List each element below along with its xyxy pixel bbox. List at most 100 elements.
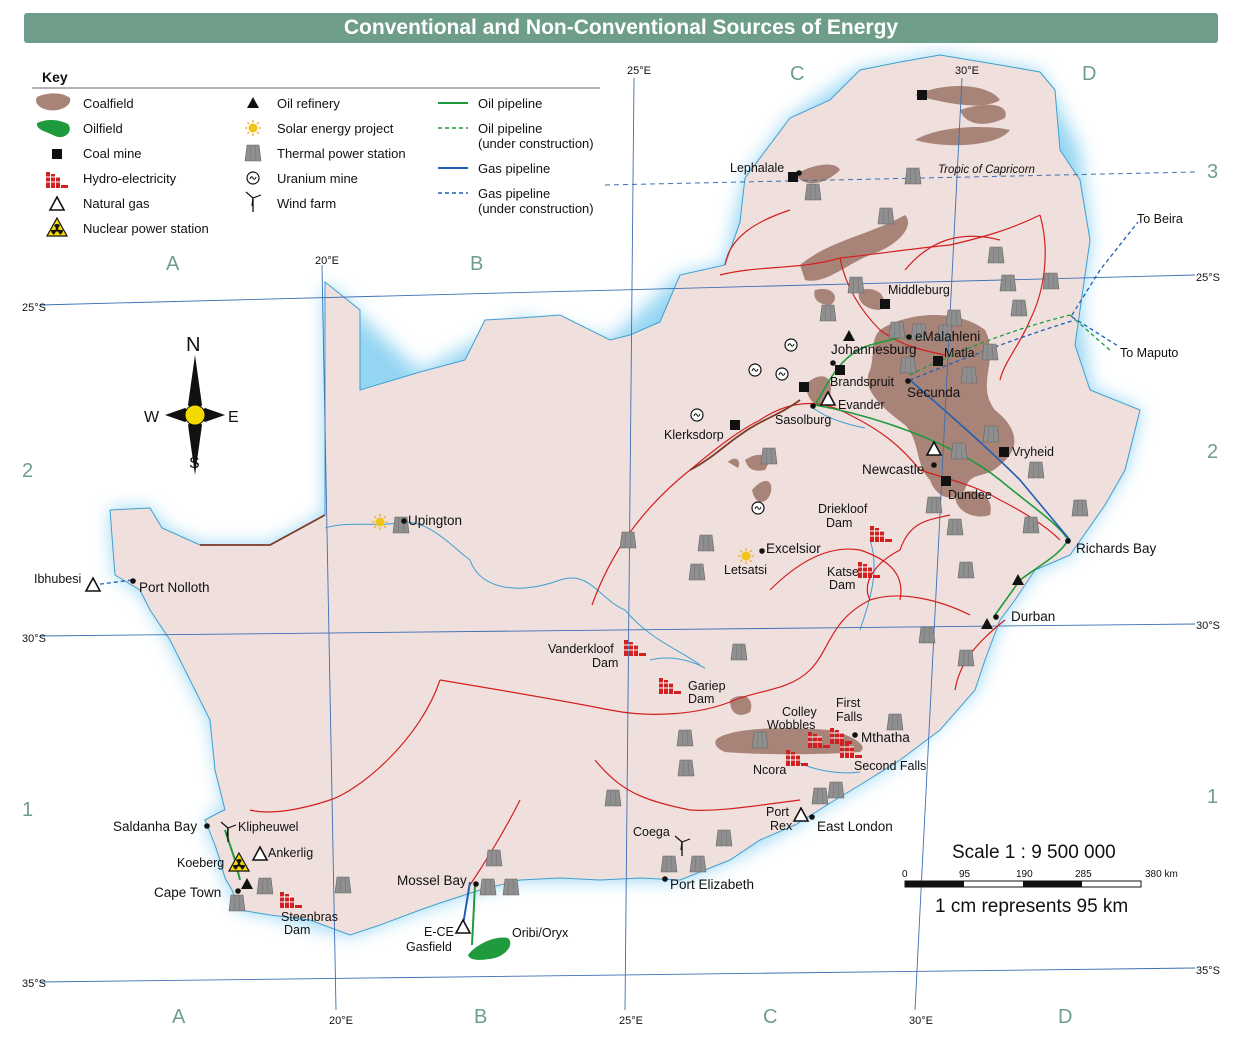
oilfield-oribi: [468, 937, 511, 960]
lat-35-right: 35°S: [1196, 965, 1220, 977]
national-boundary: [200, 399, 801, 546]
label-klipheuwel: Klipheuwel: [238, 820, 298, 834]
label-ncora: Ncora: [753, 763, 786, 777]
grid-reference-labels: A B C D A B C D 2 1 3 2 1 20°E 25°E 30°E…: [22, 63, 1220, 1028]
label-matla: Matla: [944, 346, 975, 360]
label-oribi-oryx: Oribi/Oryx: [512, 926, 569, 940]
compass-n: N: [186, 334, 200, 356]
key-natural-gas: Natural gas: [83, 196, 150, 211]
grid-col-a-top: A: [166, 253, 180, 275]
lon-30-top: 30°E: [955, 65, 979, 77]
label-evander: Evander: [838, 398, 885, 412]
lat-30-right: 30°S: [1196, 620, 1220, 632]
label-excelsior: Excelsior: [766, 541, 821, 556]
grid-col-b-top: B: [470, 253, 483, 275]
scale-tick-285: 285: [1075, 869, 1092, 880]
key-gas-pipeline-uc-note: (under construction): [478, 201, 594, 216]
label-to-beira: To Beira: [1137, 212, 1183, 226]
grid-col-b-bottom: B: [474, 1006, 487, 1028]
label-wobbles: Wobbles: [767, 718, 815, 732]
label-secunda: Secunda: [907, 385, 961, 400]
label-lephalale: Lephalale: [730, 161, 784, 175]
scale-tick-380: 380 km: [1145, 869, 1178, 880]
label-cape-town: Cape Town: [154, 885, 221, 900]
province-borders: [249, 209, 1061, 886]
label-e-ce: E-CE: [424, 925, 454, 939]
label-east-london: East London: [817, 819, 893, 834]
grid-row-1-right: 1: [1207, 786, 1218, 808]
label-steenbras: Steenbras: [281, 910, 338, 924]
lon-25-bottom: 25°E: [619, 1015, 643, 1027]
scale-tick-190: 190: [1016, 869, 1033, 880]
key-oil-pipeline-uc: Oil pipeline: [478, 121, 542, 136]
map-title: Conventional and Non-Conventional Source…: [24, 13, 1218, 43]
lat-25-right: 25°S: [1196, 272, 1220, 284]
label-port: Port: [766, 805, 789, 819]
label-durban: Durban: [1011, 609, 1055, 624]
label-coega: Coega: [633, 825, 670, 839]
grid-row-2-left: 2: [22, 460, 33, 482]
label-falls: Falls: [836, 710, 862, 724]
label-vanderkloof: Vanderkloof: [548, 642, 614, 656]
label-ibhubesi: Ibhubesi: [34, 572, 81, 586]
key-oil-refinery: Oil refinery: [277, 96, 340, 111]
key-coalfield: Coalfield: [83, 96, 134, 111]
scale-tick-95: 95: [959, 869, 971, 880]
label-middleburg: Middleburg: [888, 283, 950, 297]
label-rex: Rex: [770, 819, 793, 833]
compass-w: W: [144, 409, 160, 426]
label-katse-dam: Dam: [829, 578, 855, 592]
label-sasolburg: Sasolburg: [775, 413, 831, 427]
compass-e: E: [228, 409, 239, 426]
tropic-label: Tropic of Capricorn: [938, 164, 1035, 176]
compass-rose: N S E W: [144, 334, 239, 475]
label-katse: Katse: [827, 565, 859, 579]
key-nuclear: Nuclear power station: [83, 221, 209, 236]
label-driekloof-dam: Dam: [826, 516, 852, 530]
label-vryheid: Vryheid: [1012, 445, 1054, 459]
label-port-elizabeth: Port Elizabeth: [670, 877, 754, 892]
key-oil-pipeline-uc-note: (under construction): [478, 136, 594, 151]
scale-tick-0: 0: [902, 869, 908, 880]
label-saldanha-bay: Saldanha Bay: [113, 819, 197, 834]
grid-col-a-bottom: A: [172, 1006, 186, 1028]
town-dots: [130, 170, 1071, 894]
label-mthatha: Mthatha: [861, 730, 910, 745]
label-dundee: Dundee: [948, 488, 992, 502]
key-solar: Solar energy project: [277, 121, 394, 136]
scale-statement: 1 cm represents 95 km: [935, 896, 1128, 917]
key-heading: Key: [42, 69, 68, 85]
key-wind: Wind farm: [277, 196, 336, 211]
lat-35-left: 35°S: [22, 978, 46, 990]
place-labels: Lephalale Middleburg eMalahleni Johannes…: [34, 161, 1183, 954]
label-mossel-bay: Mossel Bay: [397, 873, 467, 888]
grid-row-1-left: 1: [22, 799, 33, 821]
label-newcastle: Newcastle: [862, 462, 924, 477]
label-gariep-dam: Dam: [688, 692, 714, 706]
grid-col-d-bottom: D: [1058, 1006, 1072, 1028]
label-gasfield: Gasfield: [406, 940, 452, 954]
label-steenbras-dam: Dam: [284, 923, 310, 937]
key-uranium: Uranium mine: [277, 171, 358, 186]
key-oilfield: Oilfield: [83, 121, 123, 136]
label-richards-bay: Richards Bay: [1076, 541, 1157, 556]
label-emalahleni: eMalahleni: [915, 329, 980, 344]
south-africa-land: [109, 54, 1141, 936]
label-ankerlig: Ankerlig: [268, 846, 313, 860]
lon-25-top: 25°E: [627, 65, 651, 77]
grid-col-c-bottom: C: [763, 1006, 777, 1028]
key-thermal-power: Thermal power station: [277, 146, 406, 161]
label-brandspruit: Brandspruit: [830, 375, 894, 389]
rivers: [324, 407, 875, 774]
label-second-falls: Second Falls: [854, 759, 926, 773]
lon-20-bottom: 20°E: [329, 1015, 353, 1027]
label-upington: Upington: [408, 513, 462, 528]
label-colley: Colley: [782, 705, 817, 719]
label-gariep: Gariep: [688, 679, 726, 693]
label-johannesburg: Johannesburg: [831, 342, 917, 357]
lon-30-bottom: 30°E: [909, 1015, 933, 1027]
key-gas-pipeline-uc: Gas pipeline: [478, 186, 550, 201]
label-driekloof: Driekloof: [818, 502, 868, 516]
scale-ratio: Scale 1 : 9 500 000: [952, 842, 1116, 863]
label-to-maputo: To Maputo: [1120, 346, 1178, 360]
